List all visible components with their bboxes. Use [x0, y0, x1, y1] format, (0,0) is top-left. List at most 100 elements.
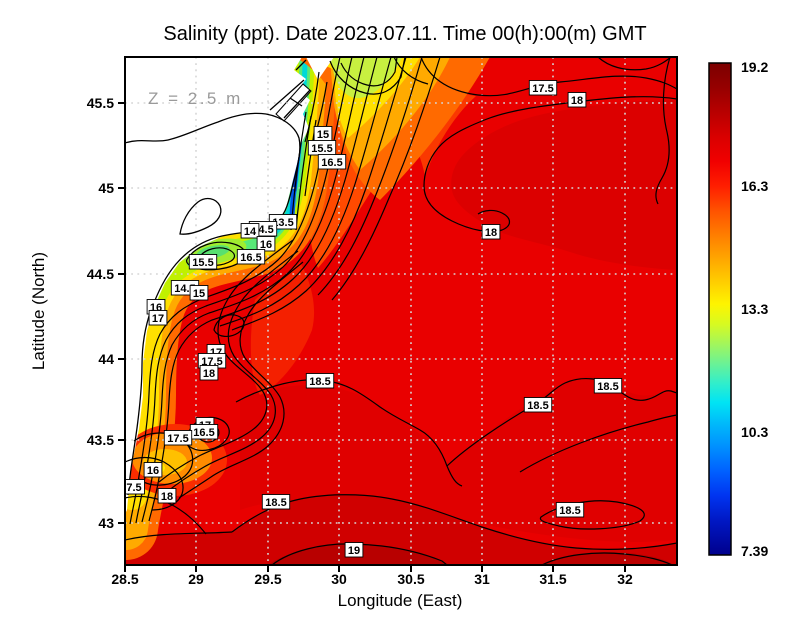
contour-line: [167, 250, 299, 492]
x-tick-label: 29: [188, 571, 204, 587]
contour-lines: [125, 57, 677, 565]
y-tick-label: 45.5: [87, 95, 114, 111]
contour-line: [231, 57, 407, 331]
svg-text:16: 16: [147, 465, 159, 477]
contour-line: [539, 500, 645, 530]
svg-text:16.5: 16.5: [193, 427, 214, 439]
x-axis: 28.5 29 29.5 30 30.5 31 31.5 32: [111, 565, 633, 587]
svg-text:7.5: 7.5: [126, 482, 141, 494]
svg-text:16.5: 16.5: [321, 157, 342, 169]
y-axis-label: Latitude (North): [29, 252, 48, 370]
x-axis-label: Longitude (East): [338, 591, 463, 610]
contour-line: [125, 495, 207, 535]
x-tick-label: 29.5: [254, 571, 281, 587]
contour-line: [420, 57, 677, 97]
contour-line: [519, 414, 677, 473]
contour-line: [340, 57, 398, 87]
contour-line: [329, 57, 406, 95]
contour-label: 18.5: [261, 494, 291, 510]
svg-text:16: 16: [260, 239, 272, 251]
x-tick-label: 31: [474, 571, 490, 587]
contour-label: 7.5: [125, 479, 145, 495]
contour-line: [655, 57, 671, 205]
contour-line: [541, 552, 673, 565]
contour-label: 16: [143, 462, 163, 478]
contour-line: [125, 456, 184, 511]
contour-line: [148, 57, 378, 522]
contour-label: 19: [344, 542, 364, 558]
contour-line: [129, 57, 341, 525]
svg-text:17: 17: [152, 313, 164, 325]
colorbar-frame: [708, 62, 732, 556]
y-tick-label: 43.5: [87, 432, 114, 448]
contour-line: [133, 432, 194, 486]
svg-text:17.5: 17.5: [532, 83, 553, 95]
svg-text:18.5: 18.5: [559, 505, 580, 517]
contour-line: [141, 57, 365, 523]
svg-text:18.5: 18.5: [527, 400, 548, 412]
x-tick-label: 32: [617, 571, 633, 587]
contour-label: 16: [256, 236, 276, 252]
contour-label: 18: [199, 365, 219, 381]
svg-text:17.5: 17.5: [167, 433, 188, 445]
svg-text:18: 18: [161, 491, 173, 503]
contour-line: [213, 314, 245, 337]
colorbar-tick-label: 7.39: [741, 543, 768, 559]
svg-text:14: 14: [244, 226, 257, 238]
svg-text:15.5: 15.5: [192, 257, 213, 269]
contour-label: 15.5: [188, 254, 218, 270]
svg-text:15: 15: [193, 288, 205, 300]
contour-line: [231, 494, 677, 550]
svg-text:13.5: 13.5: [272, 217, 293, 229]
contour-label: 15: [189, 285, 209, 301]
colorbar-tick-label: 16.3: [741, 178, 768, 194]
colorbar-tick-labels: 19.2 16.3 13.3 10.3 7.39: [741, 59, 768, 559]
contour-labels: 17.518181515.516.513.514.5141616.515.514…: [125, 80, 623, 558]
map-frame: [124, 56, 678, 566]
svg-text:15.5: 15.5: [311, 143, 332, 155]
svg-text:18: 18: [485, 227, 497, 239]
contour-label: 18: [567, 92, 587, 108]
svg-text:15: 15: [317, 129, 329, 141]
map-area: Z = 2.5 m 17.518181515.516.513.514.51416…: [125, 57, 677, 565]
svg-text:18: 18: [203, 368, 215, 380]
contour-line: [125, 531, 233, 541]
contour-label: 17.5: [528, 80, 558, 96]
contour-line: [446, 377, 677, 467]
y-tick-label: 45: [98, 180, 114, 196]
colorbar-tick-label: 10.3: [741, 424, 768, 440]
y-axis: 45.5 45 44.5 44 43.5 43: [87, 95, 125, 531]
contour-label: 18.5: [305, 373, 335, 389]
svg-text:18.5: 18.5: [265, 497, 286, 509]
svg-text:18: 18: [571, 95, 583, 107]
grid: [125, 57, 677, 565]
svg-text:19: 19: [348, 545, 360, 557]
contour-label: 18: [481, 224, 501, 240]
contour-label: 16.5: [317, 154, 347, 170]
contour-line: [178, 261, 304, 499]
contour-label: 14: [240, 223, 260, 239]
contour-line: [331, 57, 441, 301]
x-tick-label: 28.5: [111, 571, 138, 587]
x-tick-label: 30: [331, 571, 347, 587]
contour-label: 16.5: [236, 249, 266, 265]
x-tick-label: 30.5: [397, 571, 424, 587]
svg-text:18.5: 18.5: [309, 376, 330, 388]
depth-annotation: Z = 2.5 m: [148, 89, 243, 108]
colorbar-tick-label: 13.3: [741, 301, 768, 317]
contour-label: 15: [313, 126, 333, 142]
y-tick-label: 44.5: [87, 266, 114, 282]
contour-label: 18.5: [523, 397, 553, 413]
y-tick-label: 44: [98, 351, 114, 367]
contour-line: [317, 57, 423, 296]
y-tick-label: 43: [98, 515, 114, 531]
contour-label: 17: [148, 310, 168, 326]
contour-label: 15.5: [307, 140, 337, 156]
colorbar-tick-label: 19.2: [741, 59, 768, 75]
x-tick-label: 31.5: [539, 571, 566, 587]
contour-line: [393, 57, 429, 85]
contour-label: 18.5: [555, 502, 585, 518]
colorbar: 19.2 16.3 13.3 10.3 7.39: [708, 59, 768, 559]
